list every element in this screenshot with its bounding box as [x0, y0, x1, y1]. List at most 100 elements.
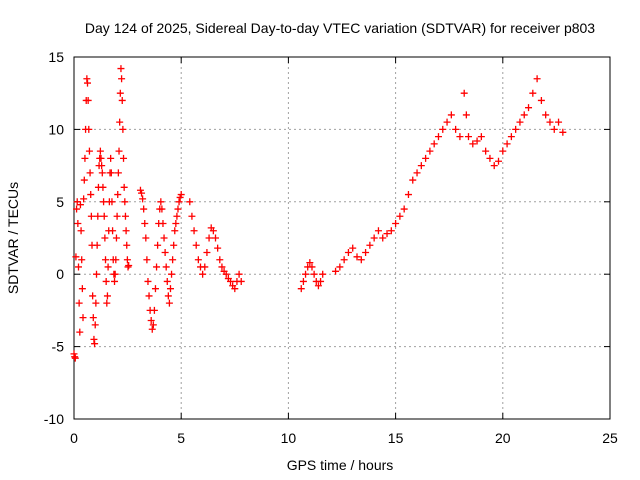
y-axis-label: SDTVAR / TECUs [5, 182, 21, 294]
data-point [216, 256, 224, 264]
data-point [555, 118, 563, 126]
data-point [80, 176, 88, 184]
data-point [456, 133, 464, 141]
data-point [93, 241, 101, 249]
data-point [116, 89, 124, 97]
data-point [203, 248, 211, 256]
data-point [409, 176, 417, 184]
data-point [160, 234, 168, 242]
data-point [175, 198, 183, 206]
data-point [227, 277, 235, 285]
data-point [379, 234, 387, 242]
data-point [138, 189, 146, 197]
data-point [166, 285, 174, 293]
data-point [120, 154, 128, 162]
data-point [72, 253, 80, 261]
data-point [103, 292, 111, 300]
data-point [495, 157, 503, 165]
x-tick-label: 25 [602, 430, 618, 446]
data-point [396, 212, 404, 220]
data-point [103, 299, 111, 307]
data-point [115, 147, 123, 155]
data-point [205, 234, 213, 242]
data-point [143, 256, 151, 264]
data-point [154, 241, 162, 249]
data-point [157, 198, 165, 206]
data-point [194, 256, 202, 264]
data-point [107, 169, 115, 177]
data-point [140, 205, 148, 213]
data-point [84, 79, 92, 87]
data-point [186, 198, 194, 206]
data-point [87, 191, 95, 199]
data-point [344, 248, 352, 256]
data-point [117, 65, 125, 73]
data-point [98, 169, 106, 177]
data-point [77, 227, 85, 235]
data-point [76, 328, 84, 336]
data-point [109, 227, 117, 235]
data-point [118, 75, 126, 83]
data-point [120, 183, 128, 191]
data-point [73, 205, 81, 213]
data-point [165, 299, 173, 307]
data-point [148, 325, 156, 333]
data-point [374, 227, 382, 235]
data-point [76, 201, 84, 209]
data-point [559, 128, 567, 136]
data-point [98, 162, 106, 170]
data-point [123, 241, 131, 249]
data-point [490, 162, 498, 170]
y-tick-label: 5 [56, 194, 64, 210]
axes [73, 56, 611, 420]
y-tick-label: 15 [48, 49, 64, 65]
data-point [314, 282, 322, 290]
data-point [85, 125, 93, 133]
data-point [161, 248, 169, 256]
data-point [417, 162, 425, 170]
data-point [452, 125, 460, 133]
data-point [222, 270, 230, 278]
x-axis-label: GPS time / hours [287, 457, 394, 473]
data-point [310, 270, 318, 278]
data-point [218, 263, 226, 271]
data-point [162, 263, 170, 271]
data-point [75, 299, 83, 307]
data-point [71, 354, 79, 362]
data-point [422, 154, 430, 162]
data-point [537, 96, 545, 104]
data-point [370, 234, 378, 242]
data-point [392, 220, 400, 228]
data-point [87, 212, 95, 220]
data-point [174, 205, 182, 213]
data-point [164, 292, 172, 300]
x-tick-label: 15 [388, 430, 404, 446]
data-point [460, 89, 468, 97]
data-point [332, 267, 340, 275]
data-point [144, 277, 152, 285]
y-tick-label: -10 [44, 411, 64, 427]
data-point [503, 140, 511, 148]
data-point [97, 154, 105, 162]
data-point [125, 262, 133, 270]
data-point [462, 111, 470, 119]
data-point [546, 118, 554, 126]
data-point [91, 321, 99, 329]
data-point [102, 256, 110, 264]
data-point [383, 230, 391, 238]
data-point [99, 183, 107, 191]
data-point [516, 118, 524, 126]
data-point [149, 321, 157, 329]
data-point [172, 220, 180, 228]
data-point [123, 256, 131, 264]
data-point [336, 263, 344, 271]
data-point [317, 277, 325, 285]
data-point [171, 227, 179, 235]
data-point [139, 195, 147, 203]
data-point [84, 96, 92, 104]
data-point [81, 154, 89, 162]
data-point [112, 234, 120, 242]
data-point [366, 241, 374, 249]
data-point [214, 244, 222, 252]
